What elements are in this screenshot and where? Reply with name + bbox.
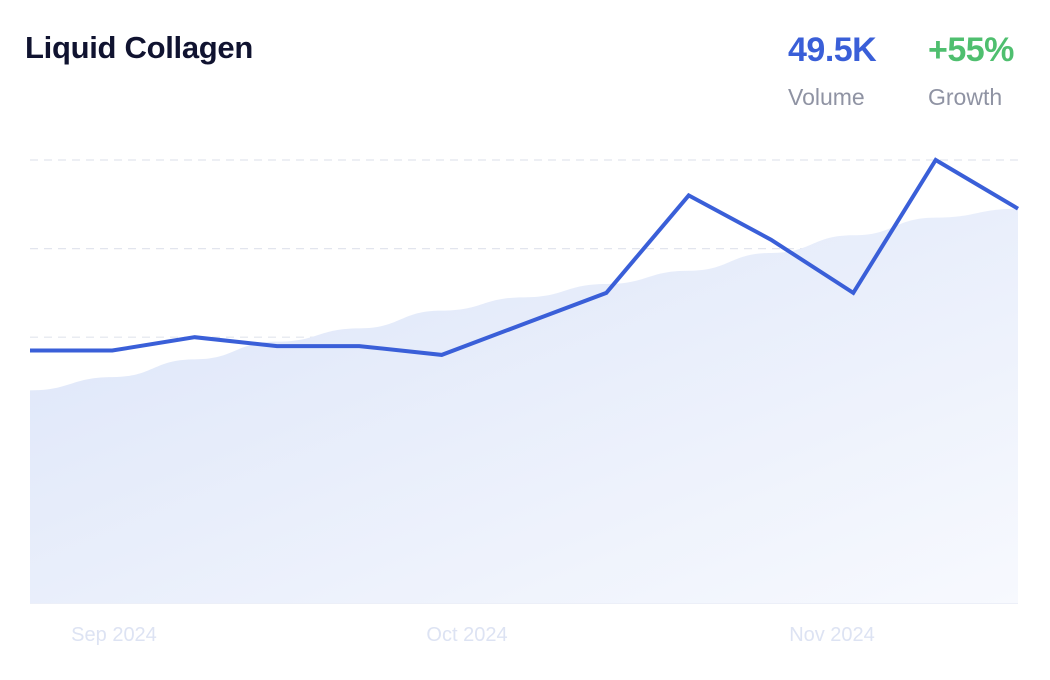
volume-value: 49.5K xyxy=(788,31,877,69)
trend-area-fill xyxy=(30,208,1018,604)
growth-metric: +55% Growth xyxy=(928,30,1014,111)
series-polyline xyxy=(30,157,1020,357)
x-tick-label: Oct 2024 xyxy=(426,624,507,646)
x-axis-ticks: Sep 2024 Oct 2024 Nov 2024 xyxy=(71,624,875,646)
series-line xyxy=(30,157,1020,357)
x-tick-label: Sep 2024 xyxy=(71,624,157,646)
page-title: Liquid Collagen xyxy=(25,30,253,65)
growth-value: +55% xyxy=(928,31,1014,69)
x-tick-label: Nov 2024 xyxy=(789,624,875,646)
trend-area xyxy=(30,208,1018,604)
growth-label: Growth xyxy=(928,84,1003,110)
volume-label: Volume xyxy=(788,84,865,110)
volume-metric: 49.5K Volume xyxy=(788,30,877,111)
